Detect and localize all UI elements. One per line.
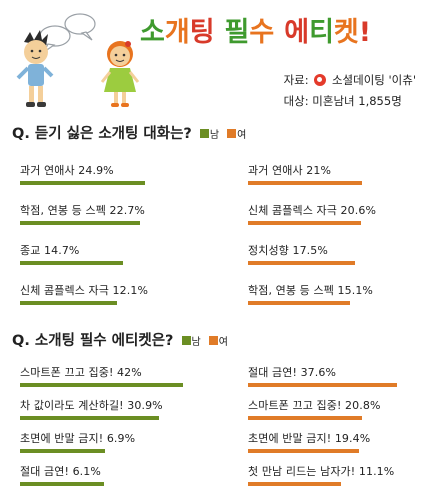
legend-male-label: 남 (209, 130, 220, 141)
boy-figure-icon (16, 30, 54, 107)
bar-data-label: 과거 연애사 24.9% (20, 164, 114, 177)
title-char: 티 (309, 17, 334, 48)
bar-data-label: 절대 금연! 37.6% (248, 366, 337, 379)
bar-mark (248, 301, 350, 305)
speech-bubble-right-icon (64, 13, 96, 35)
title-char: 에 (284, 17, 310, 48)
bar-mark (248, 261, 355, 265)
male-bar-item: 초면에 반말 금지! 6.9% (20, 430, 135, 453)
bar-data-label: 과거 연애사 21% (248, 164, 332, 177)
question-1-heading: Q. 듣기 싫은 소개팅 대화는? 남 여 (12, 122, 246, 143)
bar-mark (20, 181, 146, 185)
bar-data-label: 스마트폰 끄고 집중! 20.8% (248, 399, 381, 412)
legend-male-swatch (181, 336, 191, 345)
bar-data-label: 초면에 반말 금지! 19.4% (248, 432, 371, 445)
page-title: 소개팅 필수 에티켓! (140, 10, 371, 49)
bar-mark (248, 416, 362, 420)
legend-male-label: 남 (191, 337, 201, 348)
bar-mark (20, 301, 117, 305)
bar-mark (20, 482, 104, 486)
title-char: 필 (224, 17, 250, 48)
male-bar-item: 학점, 연봉 등 스펙 22.7% (20, 202, 145, 225)
bar-mark (20, 416, 159, 420)
bar-data-label: 차 값이라도 계산하길! 30.9% (20, 399, 163, 412)
female-bar-item: 첫 만남 리드는 남자가! 11.1% (248, 463, 394, 486)
bar-mark (20, 383, 184, 387)
target-label: 대상: (283, 94, 309, 108)
bar-data-label: 스마트폰 끄고 집중! 42% (20, 366, 142, 379)
source-info: 자료: 소셜데이팅 '이츄' 대상: 미혼남녀 1,855명 (284, 70, 416, 112)
title-char: 소 (140, 17, 165, 48)
bar-data-label: 신체 콤플렉스 자극 20.6% (248, 204, 376, 217)
brand-logo-icon (314, 74, 327, 86)
bar-data-label: 종교 14.7% (20, 244, 80, 257)
bar-mark (20, 449, 106, 453)
legend-male-swatch (199, 129, 209, 138)
source-org: 소셜데이팅 '이츄' (331, 73, 416, 87)
title-char: ! (358, 17, 372, 48)
female-bar-item: 신체 콤플렉스 자극 20.6% (248, 202, 376, 225)
couple-illustration (16, 13, 140, 107)
legend-female-label: 여 (218, 337, 228, 348)
male-bar-item: 절대 금연! 6.1% (20, 463, 104, 486)
male-bar-item: 스마트폰 끄고 집중! 42% (20, 364, 184, 387)
female-bar-item: 스마트폰 끄고 집중! 20.8% (248, 397, 381, 420)
question-2-title: Q. 소개팅 필수 에티켓은? (12, 333, 174, 349)
bar-mark (20, 261, 123, 265)
female-bar-item: 학점, 연봉 등 스펙 15.1% (248, 282, 373, 305)
bar-mark (248, 383, 398, 387)
bar-mark (248, 449, 359, 453)
bar-data-label: 절대 금연! 6.1% (20, 465, 101, 478)
title-char: 수 (249, 17, 275, 48)
bar-mark (20, 221, 141, 225)
male-bar-item: 신체 콤플렉스 자극 12.1% (20, 282, 148, 305)
bar-data-label: 첫 만남 리드는 남자가! 11.1% (248, 465, 395, 478)
target-value: 미혼남녀 1,855명 (312, 94, 402, 108)
bar-data-label: 학점, 연봉 등 스펙 15.1% (248, 284, 373, 297)
male-bar-item: 과거 연애사 24.9% (20, 162, 146, 185)
bar-data-label: 정치성향 17.5% (248, 244, 328, 257)
legend-female-label: 여 (237, 130, 247, 141)
bar-mark (248, 181, 363, 185)
female-bar-item: 초면에 반말 금지! 19.4% (248, 430, 370, 453)
female-bar-item: 절대 금연! 37.6% (248, 364, 398, 387)
question-2-heading: Q. 소개팅 필수 에티켓은? 남 여 (12, 329, 228, 350)
title-char: 팅 (189, 17, 215, 48)
legend-female-swatch (208, 336, 218, 345)
bar-data-label: 학점, 연봉 등 스펙 22.7% (20, 204, 145, 217)
male-bar-item: 차 값이라도 계산하길! 30.9% (20, 397, 163, 420)
bar-mark (248, 482, 342, 486)
title-char: 개 (164, 17, 190, 48)
legend-female-swatch (227, 129, 237, 138)
bar-data-label: 초면에 반말 금지! 6.9% (20, 432, 136, 445)
question-1-title: Q. 듣기 싫은 소개팅 대화는? (12, 126, 192, 142)
male-bar-item: 종교 14.7% (20, 242, 123, 265)
bar-data-label: 신체 콤플렉스 자극 12.1% (20, 284, 148, 297)
female-bar-item: 과거 연애사 21% (248, 162, 363, 185)
girl-figure-icon (100, 41, 140, 107)
bar-mark (248, 221, 362, 225)
source-label: 자료: (283, 73, 309, 87)
female-bar-item: 정치성향 17.5% (248, 242, 355, 265)
title-char: 켓 (333, 17, 359, 48)
